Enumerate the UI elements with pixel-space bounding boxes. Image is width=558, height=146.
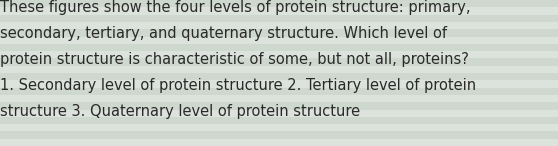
Bar (0, 7, 558, 15)
Bar (0, 51, 558, 58)
Bar (0, 117, 558, 124)
Bar (0, 131, 558, 139)
Bar (0, 58, 558, 66)
Bar (0, 66, 558, 73)
Bar (0, 95, 558, 102)
Bar (0, 44, 558, 51)
Bar (0, 124, 558, 131)
Bar (0, 88, 558, 95)
Bar (0, 29, 558, 36)
Bar (0, 139, 558, 146)
Bar (0, 102, 558, 110)
Bar (0, 15, 558, 22)
Text: secondary, tertiary, and quaternary structure. Which level of: secondary, tertiary, and quaternary stru… (0, 26, 447, 41)
Bar (0, 36, 558, 44)
Text: protein structure is characteristic of some, but not all, proteins?: protein structure is characteristic of s… (0, 52, 469, 67)
Text: These figures show the four levels of protein structure: primary,: These figures show the four levels of pr… (0, 0, 470, 15)
Bar (0, 110, 558, 117)
Bar (0, 0, 558, 7)
Bar (0, 22, 558, 29)
Bar (0, 73, 558, 80)
Bar (0, 80, 558, 88)
Text: 1. Secondary level of protein structure 2. Tertiary level of protein: 1. Secondary level of protein structure … (0, 78, 477, 93)
Text: structure 3. Quaternary level of protein structure: structure 3. Quaternary level of protein… (0, 104, 360, 119)
